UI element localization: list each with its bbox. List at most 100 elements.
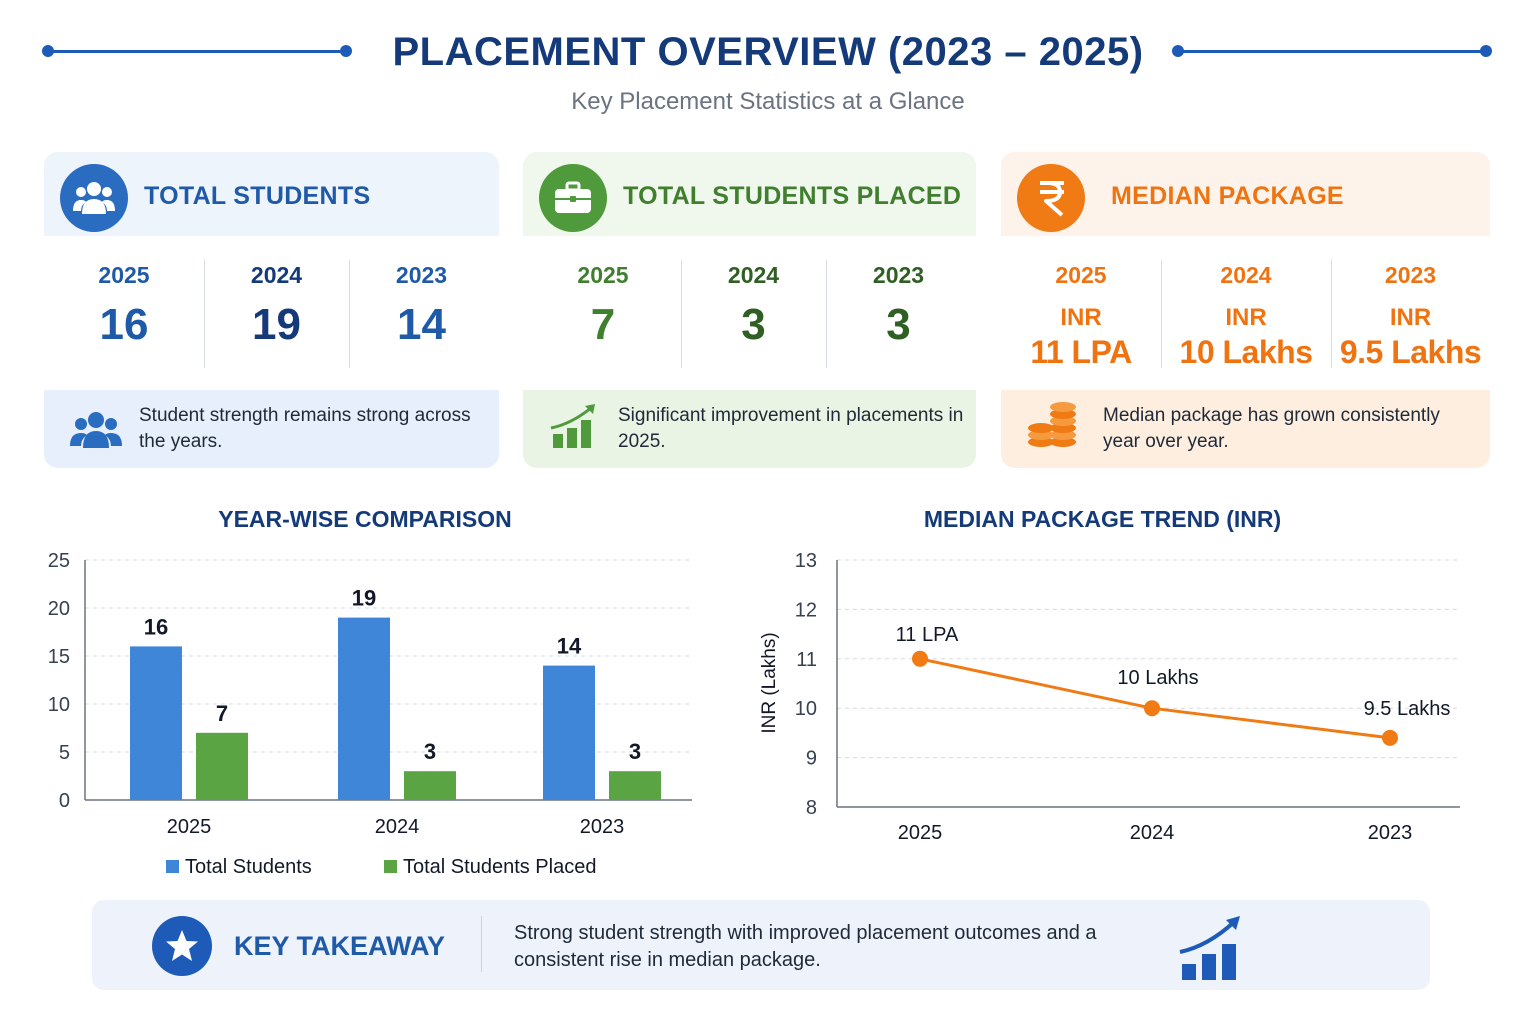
card-stats: 2025 16 2024 19 2023 14 [44, 236, 499, 390]
header-rule-right [1178, 50, 1488, 53]
card-title: MEDIAN PACKAGE [1111, 182, 1344, 210]
page-subtitle: Key Placement Statistics at a Glance [571, 88, 965, 115]
stat-2024: 2024 INR 10 Lakhs [1161, 236, 1331, 390]
divider [204, 260, 205, 368]
stat-value: 10 Lakhs [1179, 334, 1313, 370]
divider [1161, 260, 1162, 368]
divider [681, 260, 682, 368]
card-header: MEDIAN PACKAGE [1001, 152, 1490, 236]
card-stats: 2025 7 2024 3 2023 3 [523, 236, 976, 390]
bar [338, 617, 390, 800]
data-label: 19 [352, 586, 376, 611]
y-tick-label: 5 [59, 742, 70, 764]
takeaway-text: Strong student strength with improved pl… [514, 922, 1097, 971]
bar [130, 646, 182, 800]
card-footer: Median package has grown consistently ye… [1001, 390, 1490, 468]
x-tick-label: 2024 [1130, 822, 1175, 844]
legend-swatch [166, 860, 179, 873]
stat-2025: 2025 7 [523, 236, 683, 390]
bar [404, 771, 456, 800]
stat-year: 2024 [727, 262, 780, 288]
bar-chart-title: YEAR-WISE COMPARISON [218, 506, 512, 532]
x-tick-label: 2025 [898, 822, 943, 844]
data-label: 7 [216, 701, 228, 726]
rupee-icon [1017, 164, 1085, 232]
stat-2025: 2025 INR 11 LPA [1001, 236, 1161, 390]
total-students-card: TOTAL STUDENTS 2025 16 2024 19 2023 14 [44, 152, 499, 468]
stat-currency: INR [1060, 304, 1102, 331]
stat-value: 3 [741, 300, 766, 349]
y-tick-label: 25 [48, 550, 70, 572]
stat-value: 16 [99, 300, 149, 349]
stat-value: 9.5 Lakhs [1339, 334, 1482, 370]
bar [609, 771, 661, 800]
stat-year: 2023 [395, 262, 448, 288]
y-tick-label: 10 [795, 698, 817, 720]
page-title: PLACEMENT OVERVIEW (2023 – 2025) [392, 30, 1144, 74]
card-title: TOTAL STUDENTS [144, 182, 371, 210]
card-header: TOTAL STUDENTS [44, 152, 499, 236]
stat-2025: 2025 16 [44, 236, 204, 390]
y-tick-label: 0 [59, 790, 70, 812]
x-tick-label: 2023 [1368, 822, 1413, 844]
divider [481, 916, 482, 972]
x-tick-label: 2024 [375, 816, 420, 838]
legend-label: Total Students [185, 856, 312, 878]
header-rule-dot [1172, 45, 1184, 57]
stat-2023: 2023 3 [826, 236, 971, 390]
y-tick-label: 15 [48, 646, 70, 668]
star-icon [152, 916, 212, 976]
card-note: Significant improvement in placements in… [618, 405, 964, 452]
data-label: 10 Lakhs [1117, 667, 1198, 689]
y-tick-label: 9 [806, 748, 817, 770]
stat-currency: INR [1225, 304, 1267, 331]
header-rule-dot [340, 45, 352, 57]
users-icon [60, 164, 128, 232]
users-icon [68, 408, 124, 452]
stat-year: 2025 [98, 262, 150, 288]
card-footer: Significant improvement in placements in… [523, 390, 976, 468]
data-label: 16 [144, 614, 168, 639]
bar [543, 665, 595, 800]
data-label: 3 [424, 739, 436, 764]
card-title: TOTAL STUDENTS PLACED [623, 182, 962, 210]
y-tick-label: 20 [48, 598, 70, 620]
card-note: Student strength remains strong across t… [139, 405, 471, 452]
y-tick-label: 10 [48, 694, 70, 716]
divider [826, 260, 827, 368]
stat-year: 2024 [1220, 262, 1272, 288]
stat-year: 2023 [872, 262, 925, 288]
growth-chart-icon [1178, 914, 1248, 982]
header-rule-dot [1480, 45, 1492, 57]
line-chart: 8 9 10 11 12 13 INR (Lakhs) 11 LPA 2025 10 Lakhs 2… [759, 550, 1460, 844]
y-tick-label: 13 [795, 550, 817, 572]
x-tick-label: 2025 [167, 816, 212, 838]
stat-year: 2024 [250, 262, 303, 288]
header-rule-dot [42, 45, 54, 57]
y-tick-label: 11 [796, 649, 817, 671]
stat-2023: 2023 14 [349, 236, 494, 390]
briefcase-icon [539, 164, 607, 232]
card-header: TOTAL STUDENTS PLACED [523, 152, 976, 236]
data-label: 9.5 Lakhs [1364, 698, 1451, 720]
stat-year: 2023 [1384, 262, 1437, 288]
data-point [1144, 700, 1160, 717]
header-rule-left [48, 50, 346, 53]
header: PLACEMENT OVERVIEW (2023 – 2025) Key Pla… [0, 0, 1536, 140]
stat-currency: INR [1389, 304, 1432, 331]
legend-label: Total Students Placed [403, 856, 596, 878]
card-note: Median package has grown consistently ye… [1103, 405, 1440, 452]
stat-year: 2025 [577, 262, 629, 288]
data-label: 3 [629, 739, 641, 764]
card-footer: Student strength remains strong across t… [44, 390, 499, 468]
stat-2024: 2024 19 [204, 236, 349, 390]
data-label: 11 LPA [896, 624, 959, 646]
stat-value: 14 [397, 300, 446, 349]
key-takeaway-banner: KEY TAKEAWAY Strong student strength wit… [92, 900, 1430, 990]
takeaway-title: KEY TAKEAWAY [234, 931, 446, 961]
y-axis-label: INR (Lakhs) [759, 632, 780, 733]
stat-value: 11 LPA [1030, 334, 1132, 370]
growth-chart-icon [547, 404, 603, 452]
divider [1331, 260, 1332, 368]
